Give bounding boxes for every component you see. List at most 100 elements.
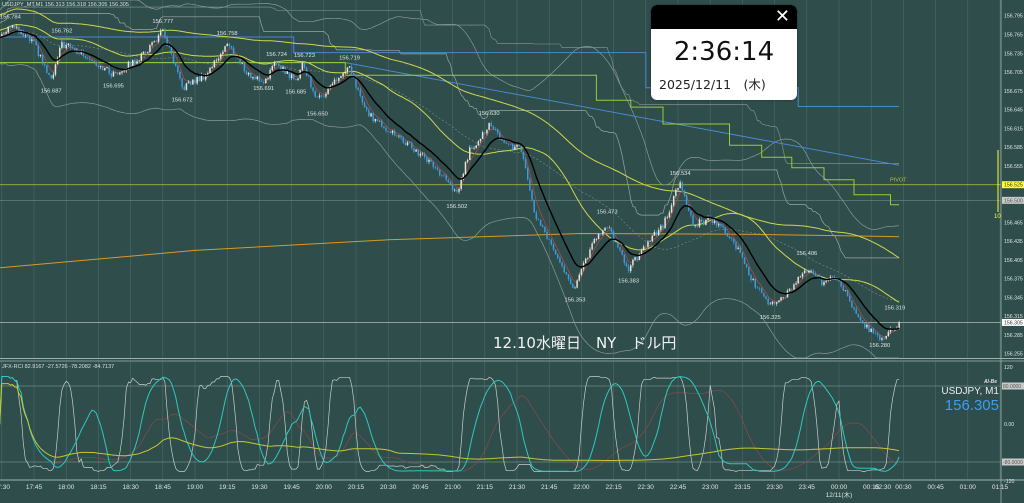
candle (372, 111, 374, 124)
candle (479, 138, 482, 144)
candle-body (509, 144, 512, 145)
candle (342, 72, 344, 79)
candle (632, 258, 634, 268)
candle-body (232, 47, 235, 56)
candle (271, 65, 274, 72)
candle-body (889, 328, 892, 332)
candle-body (80, 50, 82, 54)
candle-body (651, 235, 653, 242)
candle-body (207, 73, 209, 77)
candle (340, 75, 342, 79)
candle-body (748, 266, 750, 276)
candle-body (539, 219, 542, 226)
candle-body (340, 76, 342, 78)
rci-yellow (0, 383, 900, 461)
candle (866, 323, 868, 329)
candle-body (696, 225, 699, 227)
candle (675, 188, 677, 199)
high-low-label: 156.723 (294, 53, 315, 59)
candle-body (423, 153, 426, 158)
candle (82, 49, 85, 58)
candle (447, 179, 450, 184)
close-icon[interactable]: ✕ (774, 6, 790, 27)
candle (282, 65, 284, 73)
candle-body (542, 225, 544, 228)
candle-body (456, 189, 458, 192)
candle-body (623, 254, 626, 264)
candle-body (529, 179, 531, 191)
candle-body (745, 264, 748, 267)
candle-body (262, 81, 265, 83)
candle-body (254, 77, 256, 80)
candle-body (799, 276, 802, 278)
candle (174, 62, 177, 67)
candle (338, 77, 340, 84)
candle-body (24, 35, 27, 37)
candle-body (848, 295, 851, 302)
candle-body (209, 67, 211, 74)
candle (71, 44, 74, 50)
candle (86, 56, 89, 60)
high-low-label: 156.758 (217, 31, 238, 37)
candle-body (138, 60, 140, 62)
candle-body (1, 33, 3, 36)
candle-body (638, 254, 641, 260)
candle (634, 256, 636, 261)
candle (750, 273, 752, 283)
candle (769, 301, 772, 305)
candle-body (591, 243, 593, 250)
clock-titlebar[interactable]: ✕ (651, 5, 797, 29)
candle (262, 81, 265, 85)
candle (63, 40, 65, 49)
candle (301, 61, 304, 72)
candle (531, 188, 533, 202)
candle-body (705, 219, 707, 225)
candle (290, 72, 293, 80)
candle (267, 77, 269, 81)
indicator-axis-tick: -120 (1004, 479, 1014, 485)
candle-body (26, 35, 29, 37)
candle (780, 296, 782, 302)
candle (245, 69, 248, 75)
time-axis-tick: 23:30 (766, 484, 783, 491)
price-axis-tick: 156.765 (1004, 32, 1023, 38)
candle-body (52, 74, 55, 79)
candle-body (121, 71, 123, 73)
candle (550, 238, 553, 246)
candle (593, 237, 596, 244)
candle (703, 219, 705, 226)
candle-body (698, 219, 701, 227)
candle-body (198, 76, 201, 81)
candle-body (754, 279, 757, 288)
time-axis-tick: 19:45 (283, 484, 300, 491)
candle-body (898, 322, 900, 328)
high-low-label: 156.685 (285, 90, 306, 96)
candle-body (767, 298, 769, 305)
time-axis-tick: 18:30 (122, 484, 139, 491)
upper-envelope (0, 6, 900, 164)
candle-body (593, 239, 596, 244)
candle (685, 194, 688, 207)
candle (660, 224, 662, 232)
time-axis-tick: 18:45 (155, 484, 172, 491)
candle-body (434, 167, 437, 169)
candle-body (803, 270, 806, 274)
candle (7, 26, 9, 34)
candle-body (499, 132, 501, 140)
candle (868, 323, 870, 333)
candle (784, 297, 787, 298)
candle (529, 177, 531, 192)
candle (486, 129, 488, 136)
candle-body (215, 60, 218, 61)
candle (325, 92, 327, 99)
candle-body (879, 335, 881, 340)
candle-body (99, 66, 102, 67)
candle (112, 70, 115, 77)
candle (649, 240, 651, 242)
candle-body (108, 67, 110, 74)
candle (475, 145, 477, 149)
candle-body (814, 273, 817, 277)
candle-body (501, 139, 503, 141)
candle-body (471, 147, 473, 149)
